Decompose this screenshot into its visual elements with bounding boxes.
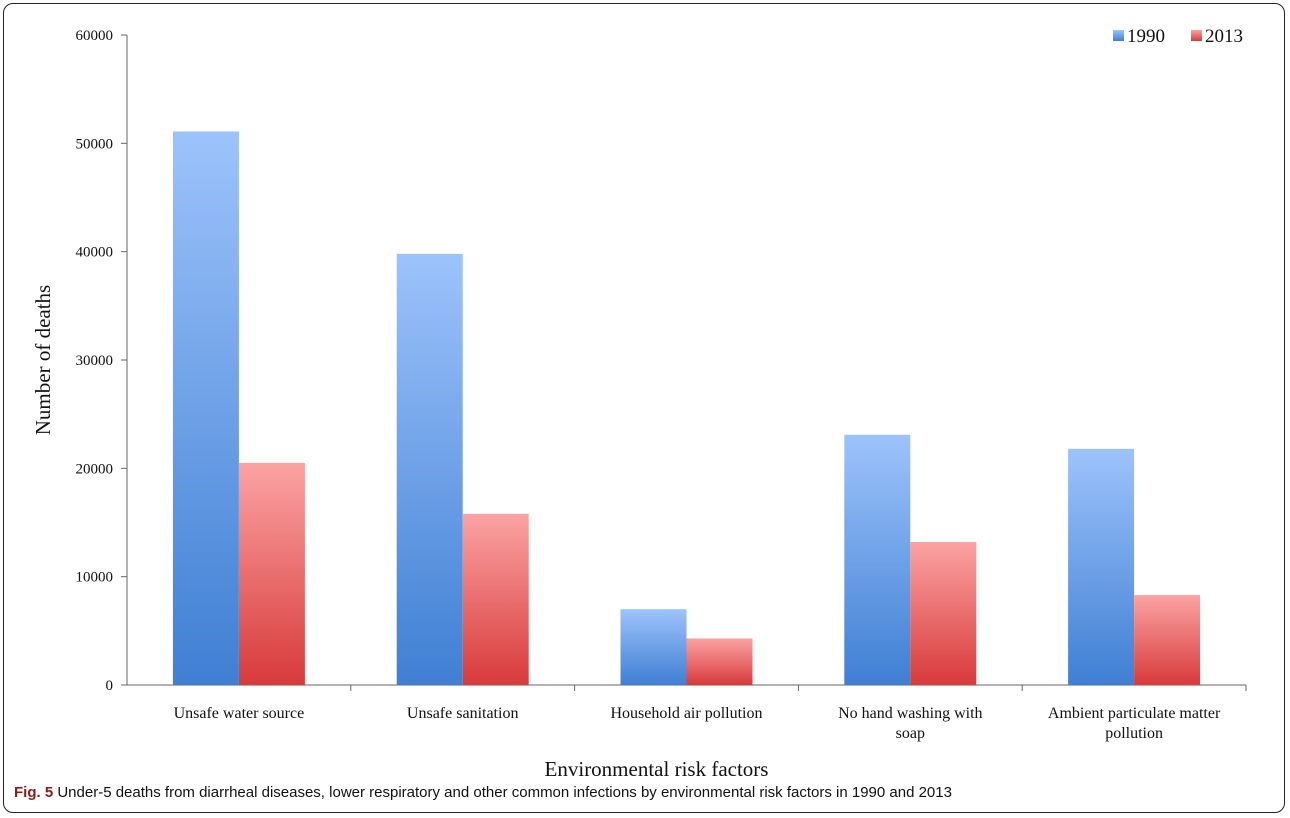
x-axis-title: Environmental risk factors — [545, 757, 769, 781]
legend-swatch-1990 — [1113, 30, 1124, 41]
x-tick-label: Ambient particulate matter — [1048, 705, 1221, 722]
y-tick-label: 10000 — [76, 570, 114, 586]
legend-label-1990: 1990 — [1127, 26, 1165, 47]
bar-1990 — [396, 253, 463, 686]
y-tick-label: 40000 — [76, 245, 114, 261]
caption-text: Under-5 deaths from diarrheal diseases, … — [53, 784, 952, 801]
y-axis-title: Number of deaths — [31, 285, 55, 435]
bar-2013 — [910, 542, 977, 685]
bar-2013 — [686, 638, 753, 685]
bar-1990 — [844, 434, 911, 685]
y-tick-label: 0 — [106, 678, 114, 694]
y-tick-label: 20000 — [76, 461, 114, 477]
x-tick-label: Unsafe sanitation — [407, 705, 519, 722]
x-tick-label: No hand washing with — [838, 705, 982, 722]
plot-area: 0 10000 20000 30000 40000 50000 60000 Unsafe wa… — [76, 28, 1247, 742]
x-tick-label: soap — [896, 725, 925, 742]
figure-caption: Fig. 5 Under-5 deaths from diarrheal dis… — [14, 784, 1276, 801]
bar-2013 — [462, 513, 529, 685]
y-tick-label: 60000 — [76, 28, 114, 44]
bar-2013 — [238, 462, 305, 685]
bar-1990 — [1068, 448, 1135, 685]
legend-label-2013: 2013 — [1205, 26, 1243, 47]
y-tick-label: 30000 — [76, 353, 114, 369]
x-tick-label: Unsafe water source — [174, 705, 305, 722]
legend: 1990 2013 — [1113, 26, 1243, 47]
legend-swatch-2013 — [1191, 30, 1202, 41]
y-tick-label: 50000 — [76, 136, 114, 152]
caption-label: Fig. 5 — [14, 784, 54, 801]
bar-2013 — [1134, 595, 1201, 685]
bar-1990 — [172, 131, 239, 685]
x-tick-label: Household air pollution — [611, 705, 763, 722]
x-tick-label: pollution — [1105, 725, 1163, 742]
bar-1990 — [620, 609, 687, 685]
